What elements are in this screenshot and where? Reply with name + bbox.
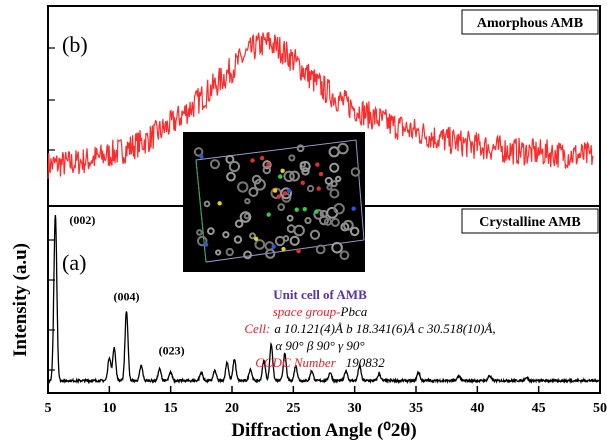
x-tick-label: 25 [286,401,300,416]
x-axis-label: Diffraction Angle (⁰2θ) [231,420,416,441]
y-axis-label: Intensity (a.u) [10,243,31,357]
peak-label: (002) [69,213,95,227]
x-tick-label: 45 [532,401,546,416]
x-ticks [47,386,601,393]
cell-line-2: α 90° β 90° γ 90° [275,338,364,353]
peak-label: (023) [159,343,185,357]
amorphous-legend-text: Amorphous AMB [477,16,583,31]
crystalline-legend-box [461,208,599,234]
x-tick-label: 40 [470,401,484,416]
amorphous-trace [47,31,594,180]
x-tick-label: 50 [593,401,607,416]
space-group-line: space group-Pbca [273,304,368,319]
x-tick-label: 10 [102,401,116,416]
cell-line-1: Cell: a 10.121(4)Å b 18.341(6)Å c 30.518(… [244,321,495,336]
panel-b-label: (b) [62,32,88,57]
x-tick-label: 15 [164,401,178,416]
crystalline-trace [48,214,600,385]
x-tick-label: 35 [409,401,423,416]
peak-label: (004) [114,289,140,303]
x-tick-label: 20 [225,401,239,416]
crystalline-legend-text: Crystalline AMB [479,215,581,230]
y-ticks [48,47,55,371]
x-tick-label: 30 [348,401,362,416]
x-tick-labels: 5 10 15 20 25 30 35 40 45 50 [45,401,607,416]
peak-labels: (002) (004) (023) [69,213,184,357]
amorphous-legend-box [461,9,599,35]
unit-cell-title: Unit cell of AMB [273,287,367,302]
ccdc-line: CCDC Number 190832 [255,355,385,370]
plot-frame [47,5,601,394]
panel-a-label: (a) [62,250,86,275]
x-tick-label: 5 [45,401,52,416]
unit-cell-image [183,132,365,272]
